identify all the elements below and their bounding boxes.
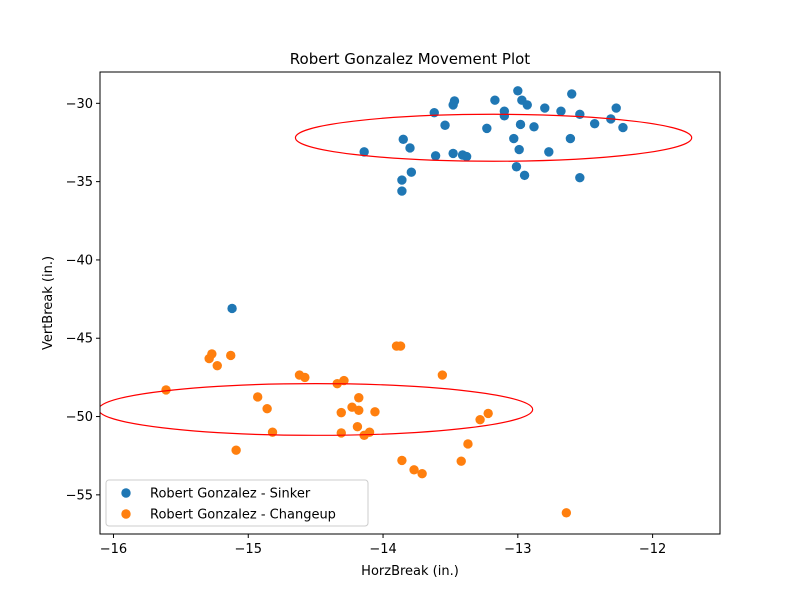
x-tick-label: −14 [369, 542, 396, 557]
x-tick-label: −16 [100, 542, 127, 557]
data-point-sinker [448, 100, 458, 110]
data-point-sinker [540, 103, 550, 113]
data-point-sinker [556, 106, 566, 116]
data-point-sinker [359, 147, 369, 157]
data-point-sinker [544, 147, 554, 157]
data-point-sinker [575, 173, 585, 183]
legend-label: Robert Gonzalez - Sinker [150, 487, 311, 502]
y-tick-label: −45 [66, 332, 93, 347]
data-point-changeup [475, 414, 485, 425]
data-point-sinker [448, 148, 458, 159]
data-point-sinker [513, 86, 523, 96]
data-point-sinker [430, 151, 441, 161]
data-point-sinker [461, 151, 472, 162]
data-point-sinker [618, 122, 628, 133]
data-point-sinker [575, 109, 585, 119]
confidence-ellipse-1 [294, 113, 693, 162]
data-point-sinker [519, 170, 530, 181]
data-point-sinker [589, 118, 600, 129]
data-point-changeup [483, 408, 493, 419]
data-point-changeup [352, 422, 363, 432]
data-point-changeup [437, 370, 448, 380]
data-point-sinker [406, 167, 417, 177]
y-tick-label: −40 [66, 253, 93, 268]
data-point-sinker [529, 122, 539, 132]
legend-label: Robert Gonzalez - Changeup [150, 508, 336, 523]
data-point-sinker [440, 120, 450, 130]
data-point-changeup [231, 445, 241, 455]
confidence-ellipse-2 [100, 383, 534, 436]
data-point-changeup [212, 360, 222, 371]
chart-title: Robert Gonzalez Movement Plot [290, 50, 531, 68]
data-point-sinker [490, 95, 500, 105]
data-point-changeup [336, 428, 346, 438]
data-point-sinker [398, 134, 408, 145]
data-point-changeup [397, 455, 407, 466]
x-tick-label: −13 [504, 542, 531, 557]
x-axis: −16 −15 −14 −13 −12 [100, 534, 666, 557]
data-point-sinker [515, 119, 526, 130]
data-point-changeup [252, 392, 263, 402]
data-point-changeup [262, 404, 272, 414]
data-point-sinker [611, 103, 621, 113]
data-point-changeup [204, 353, 214, 364]
data-point-sinker [511, 162, 522, 172]
data-point-changeup [354, 405, 364, 415]
x-tick-label: −12 [639, 542, 666, 557]
data-point-sinker [499, 111, 510, 121]
data-point-changeup [395, 341, 406, 351]
legend: Robert Gonzalez - Sinker Robert Gonzalez … [105, 479, 369, 527]
data-point-changeup [417, 469, 427, 479]
y-tick-label: −30 [66, 97, 93, 112]
data-point-sinker [509, 133, 519, 144]
data-point-sinker [482, 123, 492, 134]
data-point-sinker [514, 144, 524, 155]
data-point-changeup [463, 439, 473, 449]
data-point-sinker [227, 303, 237, 314]
x-axis-label: HorzBreak (in.) [361, 564, 459, 579]
y-axis-label: VertBreak (in.) [41, 256, 56, 350]
data-point-changeup [354, 393, 364, 403]
y-tick-label: −35 [66, 175, 93, 190]
data-point-changeup [409, 465, 419, 475]
data-point-sinker [567, 89, 577, 99]
data-point-changeup [561, 508, 572, 518]
y-tick-label: −50 [66, 410, 93, 425]
data-point-changeup [161, 385, 171, 395]
data-point-sinker [522, 100, 532, 110]
legend-box [105, 479, 369, 527]
x-tick-label: −15 [235, 542, 262, 557]
legend-marker [121, 488, 131, 498]
data-point-sinker [397, 175, 407, 185]
data-point-changeup [226, 350, 236, 361]
data-point-sinker [565, 133, 576, 144]
data-point-changeup [300, 372, 310, 383]
legend-marker [121, 509, 131, 519]
data-point-changeup [456, 456, 466, 466]
data-point-changeup [370, 407, 380, 417]
y-axis: −55 −50 −45 −40 −35 −30 [66, 97, 100, 503]
data-point-sinker [405, 143, 415, 153]
data-point-sinker [397, 186, 407, 196]
data-point-changeup [336, 407, 346, 418]
y-tick-label: −55 [66, 488, 93, 503]
plot-frame [99, 71, 721, 535]
plot-area [100, 86, 693, 518]
